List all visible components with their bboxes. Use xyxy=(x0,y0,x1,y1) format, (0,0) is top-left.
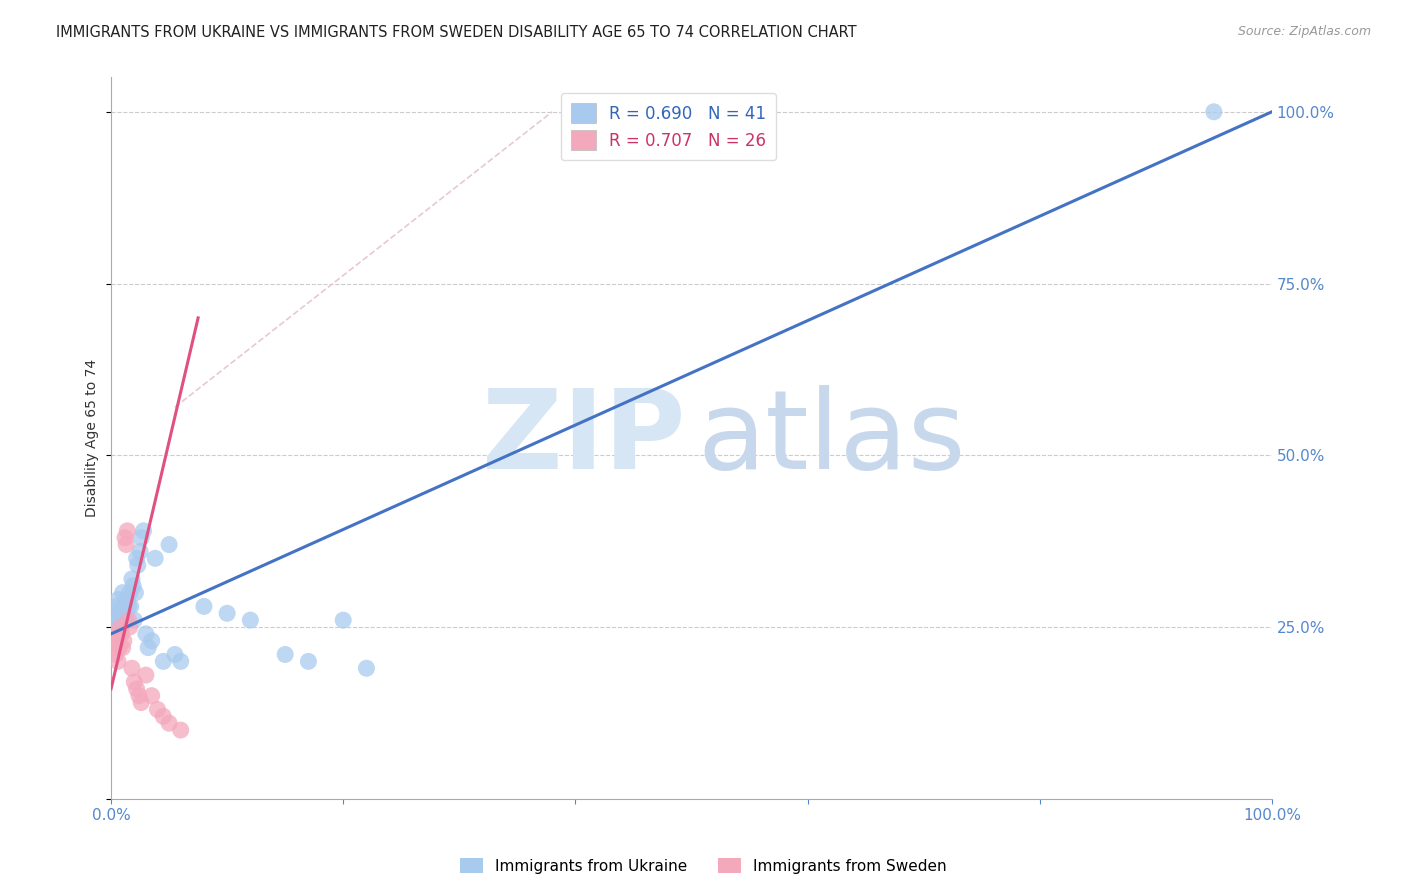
Point xyxy=(157,538,180,552)
Point xyxy=(127,558,149,573)
Point xyxy=(108,613,131,627)
Point xyxy=(121,572,143,586)
Point xyxy=(114,531,136,545)
Text: ZIP: ZIP xyxy=(482,384,686,491)
Point xyxy=(110,620,132,634)
Point xyxy=(110,607,132,621)
Point xyxy=(274,648,297,662)
Point xyxy=(141,689,163,703)
Point xyxy=(170,723,193,737)
Point xyxy=(110,627,132,641)
Point xyxy=(108,640,131,655)
Point xyxy=(129,696,152,710)
Point xyxy=(117,599,139,614)
Point xyxy=(107,654,129,668)
Point xyxy=(122,675,145,690)
Point xyxy=(111,640,134,655)
Point xyxy=(122,613,145,627)
Point xyxy=(356,661,378,675)
Point xyxy=(112,599,135,614)
Point xyxy=(121,661,143,675)
Point xyxy=(125,551,148,566)
Point xyxy=(110,620,132,634)
Point xyxy=(118,585,141,599)
Point xyxy=(124,585,146,599)
Point xyxy=(1202,104,1225,119)
Point xyxy=(103,627,125,641)
Y-axis label: Disability Age 65 to 74: Disability Age 65 to 74 xyxy=(86,359,100,517)
Point xyxy=(103,613,125,627)
Text: IMMIGRANTS FROM UKRAINE VS IMMIGRANTS FROM SWEDEN DISABILITY AGE 65 TO 74 CORREL: IMMIGRANTS FROM UKRAINE VS IMMIGRANTS FR… xyxy=(56,25,856,40)
Point xyxy=(114,607,136,621)
Point xyxy=(170,654,193,668)
Point xyxy=(193,599,215,614)
Point xyxy=(103,607,125,621)
Point xyxy=(107,592,129,607)
Point xyxy=(117,613,139,627)
Point xyxy=(115,613,138,627)
Point xyxy=(103,640,125,655)
Point xyxy=(118,620,141,634)
Point xyxy=(122,579,145,593)
Point xyxy=(129,531,152,545)
Legend: Immigrants from Ukraine, Immigrants from Sweden: Immigrants from Ukraine, Immigrants from… xyxy=(454,852,952,880)
Point xyxy=(104,620,127,634)
Point xyxy=(120,599,142,614)
Point xyxy=(132,524,155,538)
Point xyxy=(217,607,239,621)
Point xyxy=(152,654,174,668)
Point xyxy=(129,544,152,558)
Point xyxy=(125,681,148,696)
Point xyxy=(104,648,127,662)
Point xyxy=(112,633,135,648)
Point xyxy=(135,627,157,641)
Point xyxy=(239,613,262,627)
Point xyxy=(136,640,159,655)
Point xyxy=(146,702,169,716)
Point xyxy=(105,633,128,648)
Point xyxy=(141,633,163,648)
Point xyxy=(128,689,150,703)
Point xyxy=(297,654,319,668)
Point xyxy=(157,716,180,731)
Point xyxy=(135,668,157,682)
Point xyxy=(111,585,134,599)
Point xyxy=(152,709,174,723)
Text: Source: ZipAtlas.com: Source: ZipAtlas.com xyxy=(1237,25,1371,38)
Point xyxy=(117,592,139,607)
Point xyxy=(105,599,128,614)
Legend: R = 0.690   N = 41, R = 0.707   N = 26: R = 0.690 N = 41, R = 0.707 N = 26 xyxy=(561,93,776,161)
Point xyxy=(332,613,354,627)
Point xyxy=(115,538,138,552)
Point xyxy=(117,524,139,538)
Text: atlas: atlas xyxy=(697,384,966,491)
Point xyxy=(163,648,186,662)
Point xyxy=(143,551,166,566)
